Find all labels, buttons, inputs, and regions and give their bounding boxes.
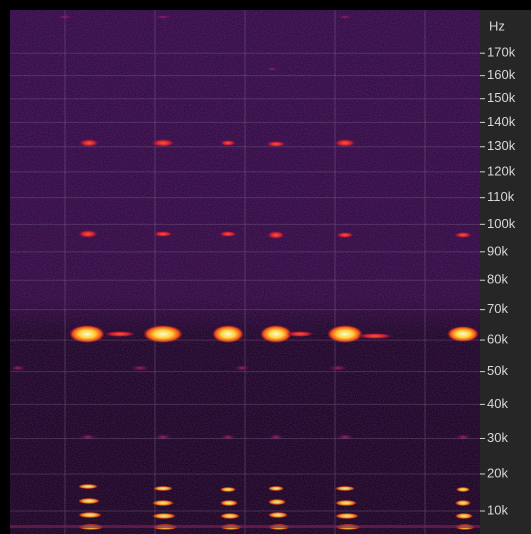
y-tick-label: 60k (487, 332, 508, 347)
low-band (220, 500, 238, 506)
harmonic (79, 139, 99, 147)
low-band (78, 512, 102, 518)
harmonic (78, 230, 98, 238)
y-tick-label: 100k (487, 216, 516, 231)
low-band (220, 487, 236, 492)
low-band (78, 498, 100, 504)
harmonic (328, 365, 348, 371)
low-band (152, 500, 174, 506)
harmonic (153, 231, 173, 237)
low-band (152, 513, 176, 519)
harmonic (337, 15, 353, 19)
y-tick-label: 10k (487, 502, 508, 517)
harmonic (454, 232, 472, 238)
call-tail (104, 331, 136, 337)
harmonic (220, 434, 236, 440)
y-tick-label: 80k (487, 272, 508, 287)
y-tick-label: 20k (487, 465, 508, 480)
y-tick-label: 70k (487, 301, 508, 316)
low-band (455, 513, 473, 519)
harmonic (130, 365, 150, 371)
low-band (268, 486, 284, 491)
harmonic (334, 139, 356, 147)
y-tick-label: 120k (487, 163, 516, 178)
harmonic (151, 139, 175, 147)
spectrogram: Hz 10k 20k 30k 40k 50k 60k 70k 80k 90k 100k 110k 12… (0, 0, 531, 534)
harmonic (266, 141, 286, 147)
low-band (455, 500, 471, 506)
harmonic (57, 15, 73, 19)
y-tick-label: 140k (487, 114, 516, 129)
harmonic (268, 434, 284, 440)
harmonic (266, 67, 278, 71)
y-tick-label: 50k (487, 363, 508, 378)
call-tail (286, 331, 314, 337)
call-tail (357, 333, 393, 339)
harmonic (336, 232, 354, 238)
harmonic (455, 434, 471, 440)
harmonic (267, 231, 285, 239)
low-noise (10, 525, 480, 528)
page: {"chart_data": {"type": "spectrogram", "… (0, 0, 531, 534)
low-band (335, 486, 355, 491)
y-tick-label: 90k (487, 243, 508, 258)
harmonic (336, 434, 354, 440)
y-tick-label: 170k (487, 45, 516, 60)
harmonic (220, 140, 236, 146)
harmonic (219, 231, 237, 237)
y-tick-label: 150k (487, 90, 516, 105)
harmonic (154, 434, 172, 440)
low-band (220, 513, 240, 519)
y-tick-label: 130k (487, 138, 516, 153)
y-tick-label: 110k (487, 189, 515, 204)
low-band (268, 499, 286, 505)
low-band (335, 500, 357, 506)
low-band (153, 486, 173, 491)
y-axis-label: Hz (489, 18, 505, 33)
harmonic (234, 365, 250, 371)
harmonic (10, 365, 26, 371)
low-band (456, 487, 470, 492)
y-tick-label: 160k (487, 67, 516, 82)
low-band (78, 484, 98, 489)
harmonic (79, 434, 97, 440)
y-tick-label: 30k (487, 430, 508, 445)
y-tick-label: 40k (487, 396, 508, 411)
low-band (268, 512, 288, 518)
harmonic (153, 15, 173, 19)
low-band (335, 513, 359, 519)
